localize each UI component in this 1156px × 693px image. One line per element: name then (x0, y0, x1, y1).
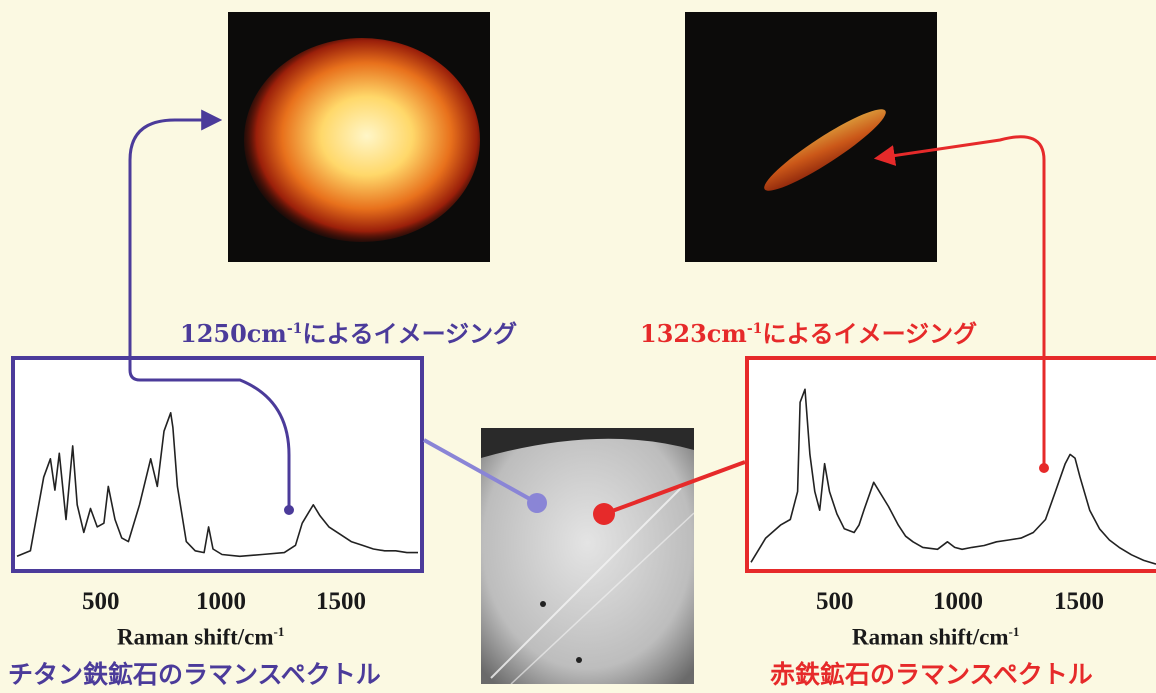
left-micrograph-dot (527, 493, 547, 513)
imaging-1323-heatmap-svg (764, 109, 886, 191)
hematite-x-axis-label: Raman shift/cm-1 (852, 624, 1019, 651)
imaging-1250-heatmap (228, 12, 490, 262)
ilmenite-chart-title: チタン鉄鉱石のラマンスペクトル (8, 660, 381, 689)
left-caption-prefix: 1250cm (180, 319, 287, 348)
hematite-chart-title: 赤鉄鉱石のラマンスペクトル (770, 660, 1093, 689)
hematite-spectrum-line (750, 388, 1156, 565)
ilmenite-spectrum-line (16, 412, 418, 558)
ilmenite-x-axis-label: Raman shift/cm-1 (117, 624, 284, 651)
right-peak-arrow (873, 135, 1046, 466)
right-micrograph-dot (593, 503, 615, 525)
sample-micrograph (481, 428, 694, 684)
left-peak-arrow (128, 109, 291, 508)
ilmenite-x-tick-1500: 1500 (316, 588, 366, 615)
left-peak-dot (284, 505, 294, 515)
right-peak-dot (1039, 463, 1049, 473)
ilmenite-xlabel-text: Raman shift/cm (117, 624, 274, 650)
ilmenite-x-tick-500: 500 (82, 588, 120, 615)
right-caption-prefix: 1323cm (640, 319, 747, 348)
hematite-x-tick-1000: 1000 (933, 588, 983, 615)
right-caption-sup: -1 (746, 321, 763, 337)
right-caption-suffix: によるイメージング (762, 320, 978, 348)
right-micrograph-connector (603, 460, 746, 516)
ilmenite-x-tick-1000: 1000 (196, 588, 246, 615)
hematite-xlabel-sup: -1 (1008, 624, 1020, 639)
hematite-x-tick-500: 500 (816, 588, 854, 615)
left-caption-sup: -1 (286, 321, 303, 337)
right-imaging-caption: 1323cm-1によるイメージング (640, 314, 977, 349)
ilmenite-spectrum-frame (11, 356, 424, 573)
sample-micrograph-svg (481, 428, 694, 684)
hematite-spectrum-frame (745, 356, 1156, 573)
left-caption-suffix: によるイメージング (302, 320, 518, 348)
spectra-layer (16, 388, 1156, 565)
imaging-1323-heatmap (685, 12, 937, 262)
ilmenite-xlabel-sup: -1 (273, 624, 285, 639)
left-micrograph-connector (423, 438, 538, 505)
left-imaging-caption: 1250cm-1によるイメージング (180, 314, 517, 349)
hematite-xlabel-text: Raman shift/cm (852, 624, 1009, 650)
hematite-x-tick-1500: 1500 (1054, 588, 1104, 615)
imaging-1250-heatmap-svg (244, 38, 480, 242)
